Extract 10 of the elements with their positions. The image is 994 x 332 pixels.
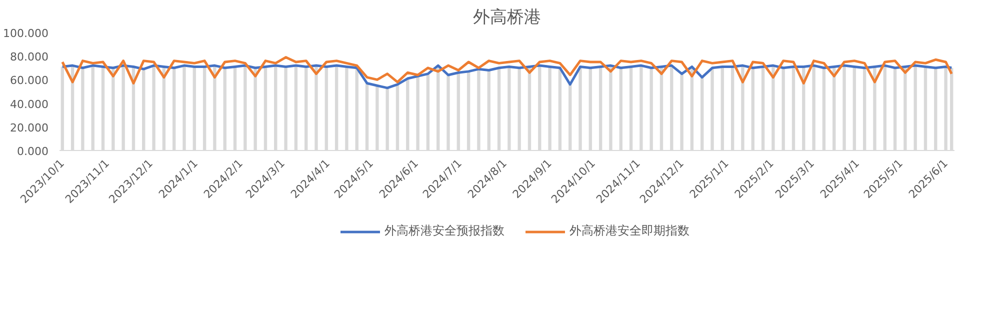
y-tick-label: 80.000 [10,50,49,64]
y-tick-label: 100.000 [3,27,49,40]
chart-title: 外高桥港 [473,8,541,28]
legend-label: 外高桥港安全预报指数 [384,222,504,240]
y-tick-label: 40.000 [10,98,49,111]
y-tick-label: 0.000 [17,145,49,158]
legend-label: 外高桥港安全即期指数 [570,222,690,240]
y-tick-label: 60.000 [10,74,49,88]
y-tick-label: 20.000 [10,121,49,134]
line-series [61,56,953,84]
